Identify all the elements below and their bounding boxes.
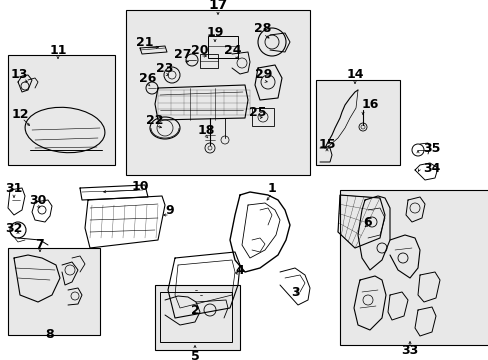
Text: 8: 8 bbox=[45, 328, 54, 342]
Bar bbox=[126, 10, 309, 175]
Text: 16: 16 bbox=[361, 99, 378, 112]
Text: 1: 1 bbox=[267, 181, 276, 194]
Text: 3: 3 bbox=[290, 285, 299, 298]
Bar bbox=[8, 248, 100, 335]
Text: 23: 23 bbox=[156, 62, 173, 75]
Bar bbox=[251, 108, 273, 126]
Text: 21: 21 bbox=[136, 36, 153, 49]
Text: 5: 5 bbox=[190, 350, 199, 360]
Text: 22: 22 bbox=[146, 113, 163, 126]
Text: 29: 29 bbox=[255, 68, 272, 81]
Text: 34: 34 bbox=[423, 162, 440, 175]
Text: 27: 27 bbox=[174, 49, 191, 62]
Bar bbox=[315, 80, 399, 165]
Bar bbox=[160, 292, 231, 342]
Bar bbox=[200, 54, 218, 68]
Text: 13: 13 bbox=[10, 68, 28, 81]
Text: 15: 15 bbox=[318, 139, 335, 152]
Text: 26: 26 bbox=[139, 72, 156, 85]
Bar bbox=[8, 55, 115, 165]
Text: 31: 31 bbox=[5, 181, 22, 194]
Text: 11: 11 bbox=[49, 44, 67, 57]
Text: 4: 4 bbox=[235, 264, 244, 276]
Text: 2: 2 bbox=[190, 303, 199, 316]
Text: 33: 33 bbox=[401, 343, 418, 356]
Text: 25: 25 bbox=[249, 105, 266, 118]
Text: 19: 19 bbox=[206, 26, 223, 39]
Text: 17: 17 bbox=[208, 0, 227, 12]
Text: 6: 6 bbox=[363, 216, 371, 229]
Text: 7: 7 bbox=[36, 238, 44, 251]
Text: 30: 30 bbox=[29, 194, 46, 207]
Text: 28: 28 bbox=[254, 22, 271, 35]
Text: 20: 20 bbox=[191, 44, 208, 57]
Text: 32: 32 bbox=[5, 221, 22, 234]
Text: 24: 24 bbox=[224, 44, 241, 57]
Text: 10: 10 bbox=[131, 180, 148, 193]
Bar bbox=[339, 190, 488, 345]
Bar bbox=[155, 285, 240, 350]
Text: 14: 14 bbox=[346, 68, 363, 81]
Text: 12: 12 bbox=[11, 108, 29, 122]
Text: 9: 9 bbox=[165, 203, 174, 216]
Text: 35: 35 bbox=[423, 141, 440, 154]
Text: 18: 18 bbox=[197, 123, 214, 136]
Bar bbox=[207, 36, 238, 58]
